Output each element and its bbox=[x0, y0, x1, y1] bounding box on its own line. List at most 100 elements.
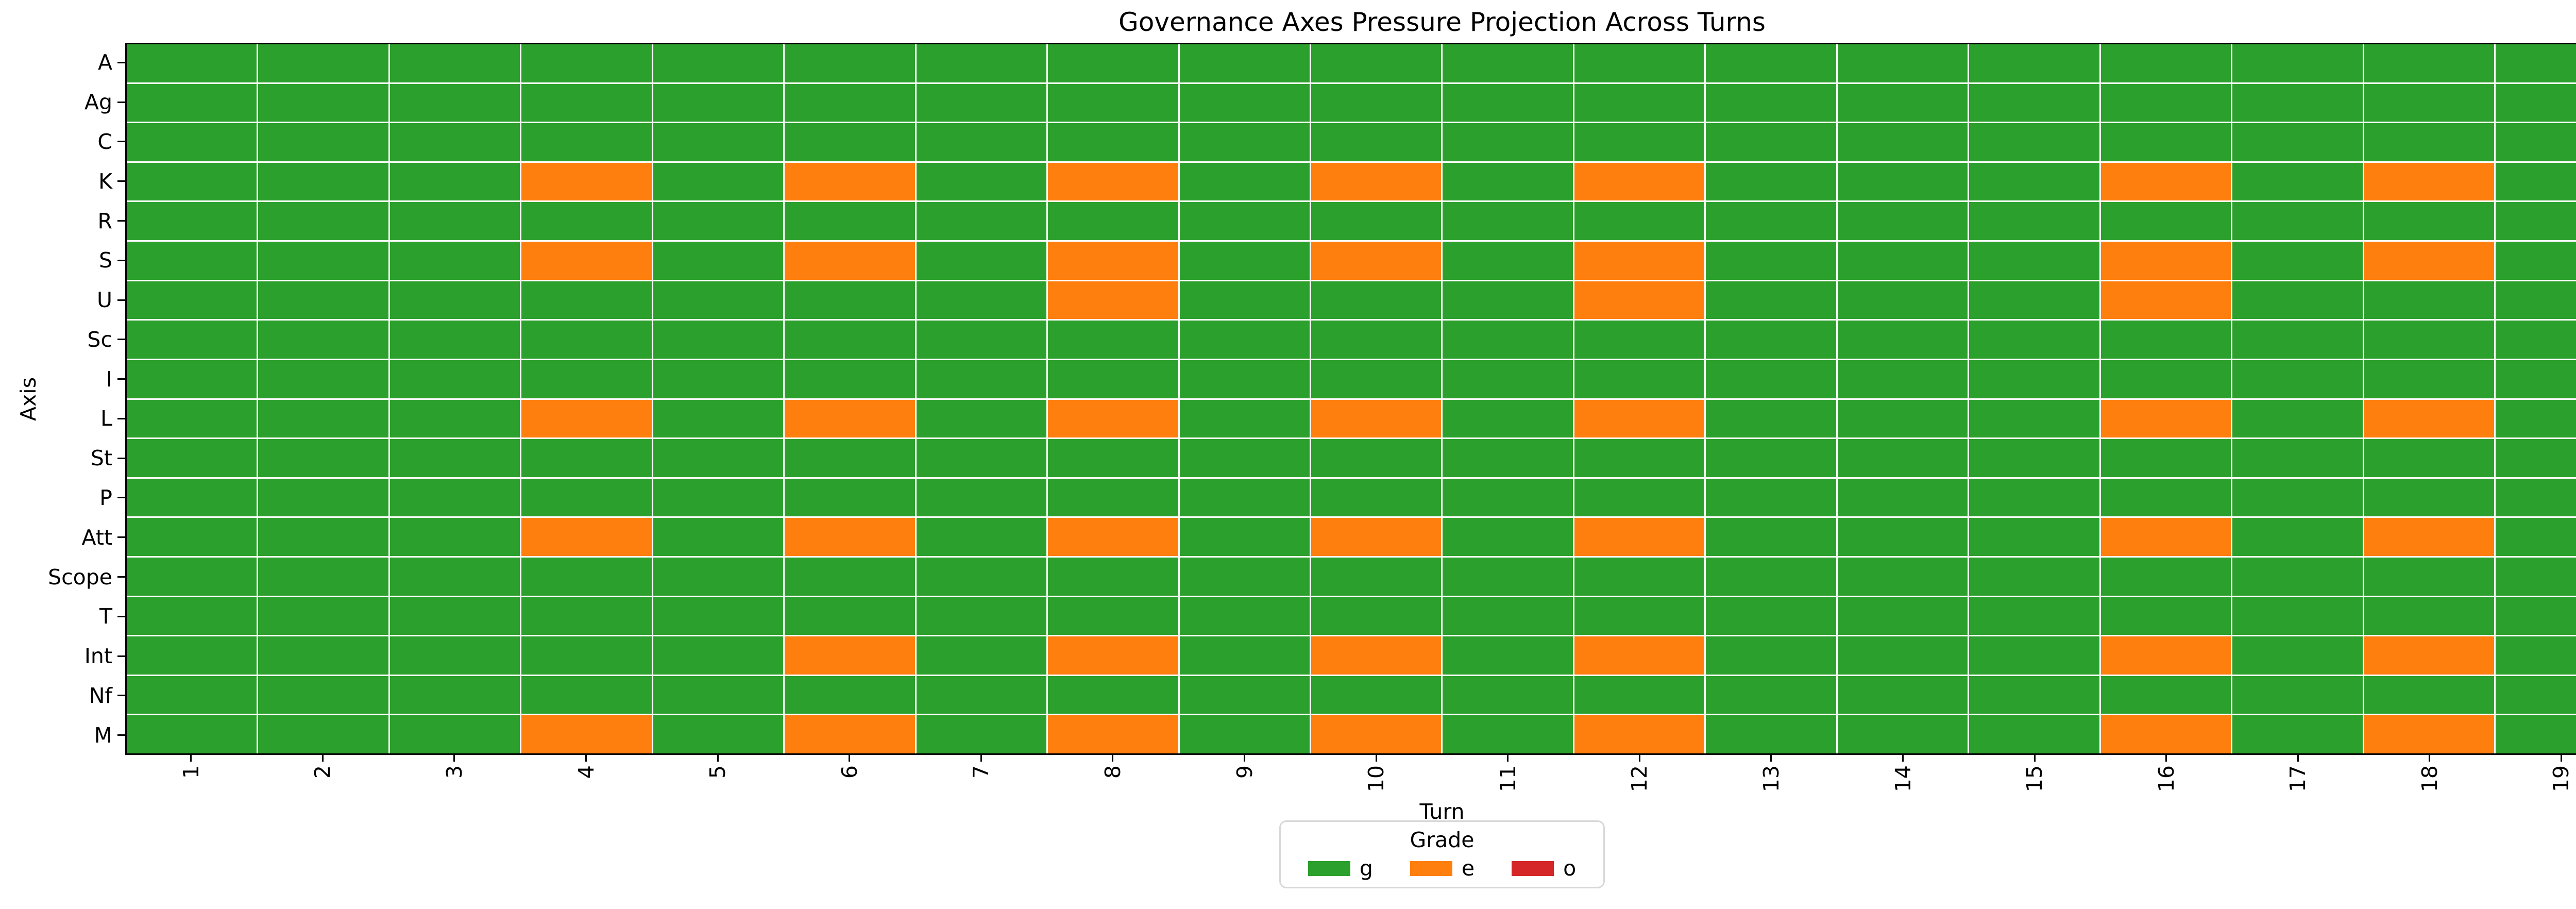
x-tick-3: 3 bbox=[388, 755, 520, 792]
heatmap-cell-Int-turn-5 bbox=[653, 636, 784, 675]
x-tick-mark bbox=[1112, 755, 1114, 762]
heatmap-cell-C-turn-17 bbox=[2232, 123, 2363, 161]
heatmap-cell-K-turn-1 bbox=[127, 162, 257, 201]
heatmap-cell-U-turn-12 bbox=[1574, 281, 1705, 319]
heatmap-cell-M-turn-7 bbox=[916, 715, 1047, 753]
heatmap-cell-K-turn-14 bbox=[1837, 162, 1968, 201]
x-tick-13: 13 bbox=[1705, 755, 1837, 792]
heatmap-cell-C-turn-6 bbox=[785, 123, 915, 161]
y-tick-K: K bbox=[0, 161, 125, 201]
heatmap-cell-Nf-turn-13 bbox=[1706, 676, 1836, 714]
heatmap-cell-K-turn-2 bbox=[258, 162, 388, 201]
heatmap-cell-Sc-turn-7 bbox=[916, 321, 1047, 359]
y-tick-mark bbox=[117, 457, 125, 459]
heatmap-cell-S-turn-13 bbox=[1706, 242, 1836, 280]
heatmap-cell-Sc-turn-17 bbox=[2232, 321, 2363, 359]
heatmap-cell-Nf-turn-10 bbox=[1311, 676, 1442, 714]
heatmap-cell-A-turn-3 bbox=[389, 44, 520, 82]
y-tick-label: K bbox=[98, 169, 112, 194]
heatmap-cell-T-turn-16 bbox=[2100, 597, 2231, 635]
heatmap-cell-I-turn-9 bbox=[1179, 360, 1310, 398]
heatmap-cell-Ag-turn-2 bbox=[258, 83, 388, 122]
heatmap-cell-C-turn-16 bbox=[2100, 123, 2231, 161]
heatmap-cell-P-turn-8 bbox=[1048, 478, 1178, 517]
heatmap-cell-I-turn-18 bbox=[2364, 360, 2495, 398]
x-tick-mark bbox=[1507, 755, 1509, 762]
heatmap-cell-P-turn-5 bbox=[653, 478, 784, 517]
heatmap-cell-Sc-turn-5 bbox=[653, 321, 784, 359]
heatmap-cell-T-turn-4 bbox=[521, 597, 652, 635]
x-tick-mark bbox=[1770, 755, 1772, 762]
heatmap-cell-K-turn-15 bbox=[1969, 162, 2099, 201]
heatmap-cell-U-turn-19 bbox=[2496, 281, 2576, 319]
heatmap-cell-U-turn-4 bbox=[521, 281, 652, 319]
legend-item-e: e bbox=[1410, 856, 1475, 881]
heatmap-cell-St-turn-13 bbox=[1706, 439, 1836, 477]
heatmap-cell-A-turn-19 bbox=[2496, 44, 2576, 82]
heatmap-cell-M-turn-10 bbox=[1311, 715, 1442, 753]
heatmap-cell-Nf-turn-12 bbox=[1574, 676, 1705, 714]
heatmap-cell-Nf-turn-3 bbox=[389, 676, 520, 714]
heatmap-cell-A-turn-4 bbox=[521, 44, 652, 82]
heatmap-cell-Ag-turn-7 bbox=[916, 83, 1047, 122]
legend: Grade g e o bbox=[1279, 820, 1605, 888]
y-tick-mark bbox=[117, 655, 125, 657]
heatmap-cell-Scope-turn-8 bbox=[1048, 557, 1178, 596]
x-tick-label: 7 bbox=[969, 765, 994, 779]
heatmap-cell-A-turn-16 bbox=[2100, 44, 2231, 82]
heatmap-cell-Nf-turn-15 bbox=[1969, 676, 2099, 714]
heatmap-cell-St-turn-2 bbox=[258, 439, 388, 477]
y-tick-label: S bbox=[98, 248, 112, 273]
heatmap-cell-L-turn-6 bbox=[785, 399, 915, 438]
y-tick-Att: Att bbox=[0, 517, 125, 557]
heatmap-cell-T-turn-14 bbox=[1837, 597, 1968, 635]
x-tick-4: 4 bbox=[520, 755, 652, 792]
heatmap-cell-K-turn-10 bbox=[1311, 162, 1442, 201]
heatmap-cell-I-turn-6 bbox=[785, 360, 915, 398]
heatmap-cell-Int-turn-4 bbox=[521, 636, 652, 675]
heatmap-cell-U-turn-14 bbox=[1837, 281, 1968, 319]
heatmap-cell-K-turn-5 bbox=[653, 162, 784, 201]
heatmap-cell-L-turn-1 bbox=[127, 399, 257, 438]
heatmap-cell-I-turn-5 bbox=[653, 360, 784, 398]
x-tick-mark bbox=[453, 755, 455, 762]
heatmap-cell-A-turn-5 bbox=[653, 44, 784, 82]
heatmap-cell-C-turn-2 bbox=[258, 123, 388, 161]
x-tick-label: 10 bbox=[1364, 765, 1389, 793]
heatmap-cell-K-turn-19 bbox=[2496, 162, 2576, 201]
heatmap-cell-R-turn-9 bbox=[1179, 202, 1310, 241]
heatmap-cell-M-turn-8 bbox=[1048, 715, 1178, 753]
x-tick-label: 1 bbox=[178, 765, 204, 779]
heatmap-cell-M-turn-13 bbox=[1706, 715, 1836, 753]
heatmap-cell-M-turn-1 bbox=[127, 715, 257, 753]
legend-item-o: o bbox=[1512, 856, 1576, 881]
heatmap-cell-Int-turn-14 bbox=[1837, 636, 1968, 675]
heatmap-cell-Int-turn-15 bbox=[1969, 636, 2099, 675]
heatmap-cell-Scope-turn-12 bbox=[1574, 557, 1705, 596]
x-tick-mark bbox=[1638, 755, 1640, 762]
heatmap-cell-Att-turn-2 bbox=[258, 518, 388, 556]
heatmap-cell-Int-turn-6 bbox=[785, 636, 915, 675]
heatmap-cell-M-turn-11 bbox=[1443, 715, 1573, 753]
heatmap-cell-L-turn-12 bbox=[1574, 399, 1705, 438]
y-tick-mark bbox=[117, 180, 125, 182]
heatmap-cell-A-turn-17 bbox=[2232, 44, 2363, 82]
heatmap-cell-Sc-turn-10 bbox=[1311, 321, 1442, 359]
heatmap-cell-K-turn-18 bbox=[2364, 162, 2495, 201]
y-tick-label: St bbox=[90, 446, 112, 471]
heatmap-cell-Int-turn-11 bbox=[1443, 636, 1573, 675]
heatmap-cell-Nf-turn-18 bbox=[2364, 676, 2495, 714]
y-tick-mark bbox=[117, 695, 125, 697]
heatmap-cell-T-turn-1 bbox=[127, 597, 257, 635]
heatmap-cell-Scope-turn-15 bbox=[1969, 557, 2099, 596]
heatmap-cell-L-turn-2 bbox=[258, 399, 388, 438]
y-tick-P: P bbox=[0, 478, 125, 518]
legend-title: Grade bbox=[1410, 828, 1475, 852]
heatmap-cell-S-turn-18 bbox=[2364, 242, 2495, 280]
x-tick-mark bbox=[2297, 755, 2299, 762]
x-tick-12: 12 bbox=[1574, 755, 1706, 792]
y-tick-mark bbox=[117, 101, 125, 103]
heatmap-cell-K-turn-11 bbox=[1443, 162, 1573, 201]
heatmap-cell-Att-turn-11 bbox=[1443, 518, 1573, 556]
